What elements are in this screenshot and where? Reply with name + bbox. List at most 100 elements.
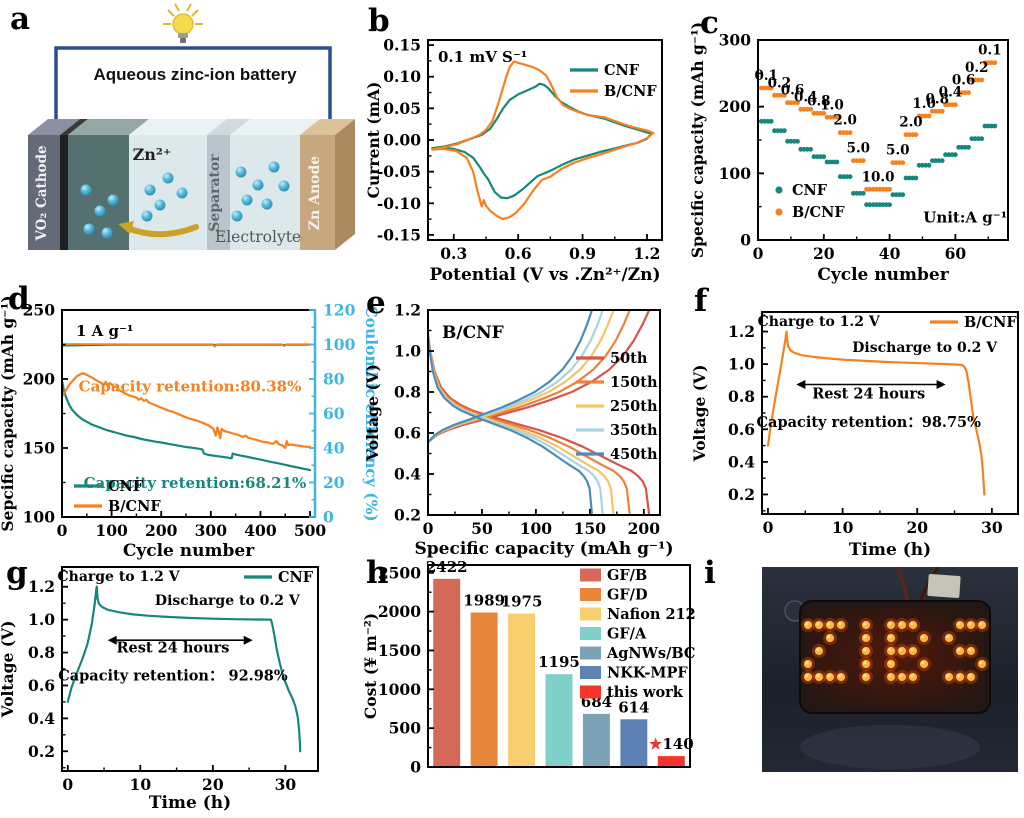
svg-text:50: 50 — [471, 519, 493, 538]
svg-text:0.9: 0.9 — [569, 244, 596, 263]
svg-text:5.0: 5.0 — [847, 141, 871, 157]
svg-text:50th: 50th — [610, 350, 648, 367]
svg-text:0.4: 0.4 — [794, 89, 818, 105]
svg-text:Charge to 1.2 V: Charge to 1.2 V — [58, 569, 181, 585]
svg-text:100: 100 — [23, 508, 56, 527]
svg-text:100: 100 — [323, 335, 356, 354]
svg-text:Specific capacity (mAh g⁻¹): Specific capacity (mAh g⁻¹) — [415, 539, 674, 559]
svg-text:Cycle number: Cycle number — [123, 541, 255, 560]
svg-text:Cycle number: Cycle number — [817, 265, 949, 285]
svg-text:10: 10 — [130, 775, 152, 794]
svg-text:NKK-MPF: NKK-MPF — [607, 665, 688, 682]
self-discharge-bcnf-chart: 0 10 20 30 0.2 0.4 0.6 0.8 1.0 1.2 Time (h) Voltage… — [690, 280, 1024, 560]
svg-text:1.0: 1.0 — [912, 96, 936, 112]
battery-schematic: Aqueous zinc-ion battery VO₂ Cathode Sep… — [28, 3, 355, 250]
svg-text:0: 0 — [740, 231, 751, 250]
svg-text:2.0: 2.0 — [899, 115, 923, 131]
svg-text:1.2: 1.2 — [394, 301, 421, 320]
svg-text:30: 30 — [981, 518, 1003, 537]
chart-svg-f: 0 10 20 30 0.2 0.4 0.6 0.8 1.0 1.2 Time (h) Voltage… — [690, 311, 1019, 560]
svg-text:250: 250 — [23, 301, 56, 320]
self-discharge-cnf-chart: 0 10 20 30 0.2 0.4 0.6 0.8 1.0 1.2 Time (h) Voltage… — [0, 555, 365, 814]
svg-text:0: 0 — [323, 508, 334, 527]
svg-text:1.0: 1.0 — [728, 355, 755, 374]
svg-text:614: 614 — [618, 698, 649, 716]
led-sign-photo — [700, 555, 1024, 814]
svg-text:1000: 1000 — [378, 680, 421, 699]
svg-text:Rest 24 hours: Rest 24 hours — [812, 385, 925, 402]
svg-text:Voltage (V): Voltage (V) — [363, 364, 382, 462]
svg-text:-0.10: -0.10 — [377, 194, 421, 213]
svg-text:0.6: 0.6 — [952, 73, 976, 89]
svg-text:100: 100 — [95, 521, 128, 540]
svg-text:Unit:A g⁻¹: Unit:A g⁻¹ — [923, 209, 1007, 227]
panel-letter-c: c — [700, 5, 719, 41]
svg-text:B/CNF: B/CNF — [108, 498, 161, 515]
svg-text:Capacity retention:68.21%: Capacity retention:68.21% — [84, 474, 307, 492]
svg-text:0.6: 0.6 — [728, 420, 755, 439]
svg-text:40: 40 — [323, 439, 345, 458]
chart-svg-d: 0 100 200 300 400 500100150200250020406080100… — [0, 295, 381, 561]
electrolyte-label: Electrolyte — [215, 228, 301, 246]
panel-letter-f: f — [694, 283, 708, 319]
svg-text:10: 10 — [832, 518, 854, 537]
separator-label: Separator — [207, 154, 223, 232]
svg-text:Specific capacity (mAh g⁻¹): Specific capacity (mAh g⁻¹) — [690, 22, 707, 258]
svg-text:150: 150 — [574, 519, 607, 538]
svg-text:0.6: 0.6 — [781, 83, 805, 99]
svg-text:1.2: 1.2 — [633, 244, 660, 263]
svg-text:0.2: 0.2 — [768, 75, 792, 91]
svg-text:Discharge to 0.2 V: Discharge to 0.2 V — [852, 340, 998, 356]
svg-text:200: 200 — [145, 521, 178, 540]
svg-text:5.0: 5.0 — [886, 143, 910, 159]
svg-text:0: 0 — [62, 775, 73, 794]
table-reflection — [800, 725, 980, 769]
svg-text:0.4: 0.4 — [394, 465, 421, 484]
panel-letter-b: b — [368, 3, 390, 39]
svg-text:Coulombic efficiency (%): Coulombic efficiency (%) — [362, 305, 381, 521]
svg-text:1.2: 1.2 — [728, 322, 755, 341]
chart-svg-g: 0 10 20 30 0.2 0.4 0.6 0.8 1.0 1.2 Time (h) Voltage… — [0, 566, 319, 813]
svg-text:Charge to 1.2 V: Charge to 1.2 V — [758, 314, 881, 330]
svg-text:120: 120 — [323, 301, 356, 320]
charge-discharge-chart: 0 50 100 150 200 0.2 0.4 0.6 0.8 1.0 1.2 Specific c… — [360, 280, 690, 560]
rate-capability-chart: 0.1 0.2 0.6 0.4 0.8 1.0 2.0 5.0 10.0 5.0 2.0 1.0 0.8… — [688, 0, 1024, 285]
svg-text:200: 200 — [23, 370, 56, 389]
svg-text:Time (h): Time (h) — [849, 540, 931, 560]
svg-text:20: 20 — [906, 518, 928, 537]
svg-text:0: 0 — [423, 519, 434, 538]
svg-text:2422: 2422 — [426, 558, 468, 576]
svg-text:150th: 150th — [610, 374, 658, 391]
svg-text:1975: 1975 — [501, 593, 543, 611]
svg-text:0.6: 0.6 — [28, 676, 55, 695]
svg-text:150: 150 — [23, 439, 56, 458]
svg-text:250th: 250th — [610, 398, 658, 415]
svg-text:Cost (¥ m⁻²): Cost (¥ m⁻²) — [362, 613, 380, 719]
svg-text:GF/B: GF/B — [607, 567, 647, 584]
led-sign-svg — [762, 566, 1018, 772]
svg-text:0.2: 0.2 — [394, 506, 421, 525]
svg-text:Current (mA): Current (mA) — [365, 82, 383, 199]
svg-text:300: 300 — [719, 31, 752, 50]
cathode-label: VO₂ Cathode — [34, 145, 50, 241]
svg-text:0.6: 0.6 — [394, 424, 421, 443]
svg-text:B/CNF: B/CNF — [964, 314, 1017, 331]
chart-svg-c: 0.10.20.60.40.81.02.05.010.05.02.01.00.8… — [688, 22, 1009, 285]
svg-text:30: 30 — [275, 775, 297, 794]
circuit-wire — [54, 46, 332, 130]
cv-chart: 0.3 0.6 0.9 1.2 -0.15 -0.10 -0.05 0.00 0.05 0.10 0… — [364, 0, 690, 285]
svg-text:0: 0 — [763, 518, 774, 537]
panel-letter-h: h — [366, 555, 389, 591]
svg-text:0.1: 0.1 — [754, 68, 778, 84]
svg-text:40: 40 — [879, 244, 901, 263]
svg-text:GF/D: GF/D — [607, 587, 648, 604]
svg-text:2500: 2500 — [378, 563, 421, 582]
svg-text:0: 0 — [57, 521, 68, 540]
svg-text:B/CNF: B/CNF — [442, 323, 504, 343]
svg-text:B/CNF: B/CNF — [604, 83, 657, 100]
cost-comparison-chart: 2422 1989 1975 1195 684 614 ★140 0 500 1000 1500 20… — [361, 555, 700, 814]
svg-text:1.0: 1.0 — [28, 610, 55, 629]
svg-text:CNF: CNF — [792, 182, 828, 199]
